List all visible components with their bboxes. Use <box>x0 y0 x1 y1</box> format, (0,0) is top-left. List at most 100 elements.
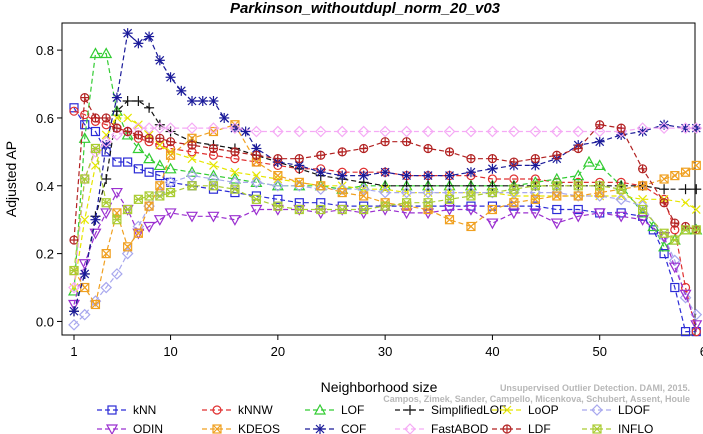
data-point-simplifiedlof <box>144 102 155 113</box>
legend-label: FastABOD <box>431 422 489 434</box>
legend-marker <box>315 424 325 434</box>
data-point-odin <box>110 187 123 199</box>
data-point-fastabod <box>357 125 370 138</box>
data-point-lof <box>658 240 671 252</box>
x-tick-label: 50 <box>592 344 606 359</box>
data-point-loop <box>112 113 122 123</box>
data-point-inflo <box>337 204 347 215</box>
data-point-ldf <box>294 154 304 164</box>
data-point-ldof <box>164 176 177 189</box>
data-point-knn <box>80 120 90 130</box>
data-point-ldf <box>230 147 240 157</box>
data-point-inflo <box>187 181 197 191</box>
data-point-ldof <box>615 193 628 206</box>
data-point-ldof <box>357 183 370 196</box>
data-point-ldf <box>552 150 562 160</box>
data-point-ldf <box>401 137 412 147</box>
data-point-fastabod <box>422 125 434 138</box>
data-point-fastabod <box>207 122 220 134</box>
data-point-odin <box>207 211 220 223</box>
data-point-lof <box>658 240 671 252</box>
data-point-loop <box>691 205 701 214</box>
data-point-loop <box>166 147 175 157</box>
legend-item-inflo: INFLO <box>582 422 653 434</box>
data-point-fastabod <box>314 125 327 138</box>
data-point-ldf <box>509 157 519 167</box>
data-point-cof <box>198 96 208 106</box>
data-point-odin <box>110 187 123 199</box>
data-point-ldf <box>659 198 669 208</box>
data-point-cof <box>487 164 497 174</box>
data-point-kdeos <box>273 171 283 181</box>
data-point-kdeos <box>101 249 111 259</box>
data-point-odin <box>67 299 81 311</box>
x-tick-label: 40 <box>485 344 499 359</box>
legend-item-kdeos: KDEOS <box>202 422 280 434</box>
data-point-lof <box>572 169 585 181</box>
y-axis-label: Adjusted AP <box>3 141 19 217</box>
data-point-kdeos <box>144 201 154 211</box>
data-point-cof <box>80 269 90 279</box>
data-point-lof <box>89 47 102 59</box>
data-point-kdeos <box>155 181 165 191</box>
data-point-knn <box>680 327 691 337</box>
series-cof <box>69 28 702 317</box>
data-point-knn <box>294 198 304 208</box>
data-point-fastabod <box>572 125 585 138</box>
data-point-kdeos <box>487 205 497 214</box>
data-point-fastabod <box>293 125 306 138</box>
data-point-cof <box>240 126 251 137</box>
data-point-fastabod <box>379 125 391 138</box>
data-point-fastabod <box>636 122 649 134</box>
legend-marker <box>502 405 512 415</box>
data-point-knn <box>530 201 540 211</box>
data-point-kdeos <box>380 198 390 208</box>
data-point-fastabod <box>465 125 477 138</box>
data-point-ldof <box>121 247 134 260</box>
data-point-odin <box>89 228 102 240</box>
data-point-lof <box>132 142 145 154</box>
data-point-loop <box>80 215 90 225</box>
data-point-inflo <box>573 181 583 191</box>
legend-marker <box>404 423 416 434</box>
data-point-cof <box>187 96 198 106</box>
data-point-ldof <box>636 200 649 212</box>
data-point-lof <box>593 159 606 171</box>
data-point-ldof <box>572 190 585 202</box>
data-point-kdeos <box>552 191 562 201</box>
data-point-lof <box>593 159 606 171</box>
data-point-cof <box>594 136 605 147</box>
data-point-knn <box>573 204 583 215</box>
data-point-kdeos <box>166 150 175 160</box>
data-point-lof <box>153 159 166 171</box>
data-point-inflo <box>638 204 648 215</box>
data-point-cof <box>69 306 79 316</box>
data-point-kdeos <box>144 201 154 211</box>
data-point-lof <box>143 152 156 164</box>
data-point-kdeos <box>208 126 219 137</box>
data-point-ldof <box>78 308 91 321</box>
legend-label: kNNW <box>238 403 273 417</box>
data-point-simplifiedlof <box>101 174 112 184</box>
data-point-simplifiedlof <box>465 180 476 191</box>
data-point-kdeos <box>638 181 648 191</box>
data-point-ldof <box>186 169 198 182</box>
data-point-fastabod <box>550 125 563 138</box>
data-point-cof <box>401 170 412 181</box>
data-point-cof <box>444 170 455 181</box>
data-point-odin <box>153 215 166 226</box>
data-point-fastabod <box>400 125 413 138</box>
data-point-inflo <box>69 265 79 276</box>
data-point-knn <box>294 198 304 208</box>
plot-frame <box>61 22 696 336</box>
data-point-cof <box>359 171 369 181</box>
data-point-odin <box>67 299 81 311</box>
data-point-ldf <box>112 123 122 133</box>
data-point-ldof <box>207 173 220 185</box>
data-point-knn <box>144 167 154 177</box>
series-ldf <box>69 93 701 245</box>
data-point-kdeos <box>509 198 519 208</box>
x-tick-label: 60 <box>700 344 703 359</box>
legend-item-knn: kNN <box>97 403 156 417</box>
legend-marker <box>404 423 416 434</box>
